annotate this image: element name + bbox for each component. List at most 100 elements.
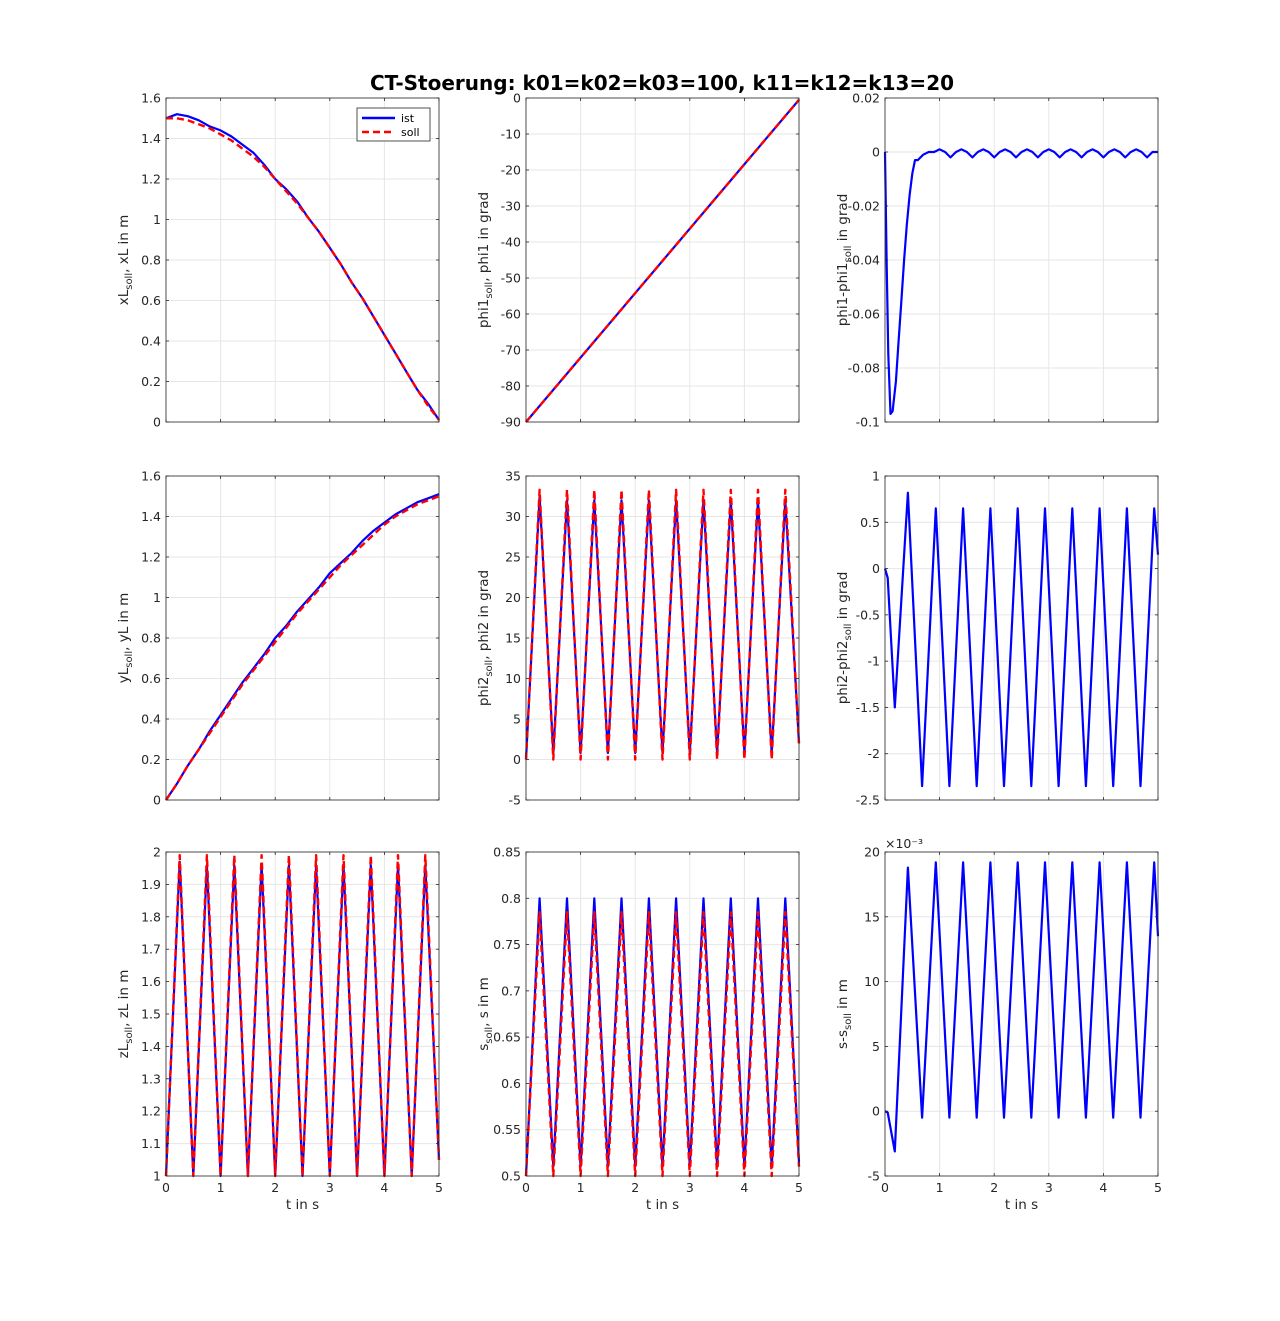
- y-exponent-label: ×10⁻³: [885, 836, 923, 851]
- x-tick-label: 2: [631, 1180, 639, 1195]
- x-tick-label: 4: [1099, 1180, 1107, 1195]
- y-axis-label-rest: , xL in m: [116, 215, 132, 273]
- x-tick-label: 1: [936, 1180, 944, 1195]
- series-line-soll: [525, 99, 800, 423]
- y-axis-label: xLsoll, xL in m: [116, 215, 135, 306]
- y-tick-label: 1.4: [141, 509, 161, 524]
- series-line-soll: [165, 495, 440, 801]
- y-axis-label-main: phi1: [476, 299, 492, 328]
- y-axis-label-main: zL: [116, 1043, 132, 1058]
- y-tick-label: -0.5: [856, 607, 880, 622]
- y-tick-label: 20: [864, 845, 880, 860]
- y-tick-label: 1.4: [141, 1039, 161, 1054]
- y-axis-label-rest: in grad: [835, 572, 851, 624]
- y-tick-label: 0.55: [493, 1122, 521, 1137]
- legend-label-soll: soll: [401, 126, 420, 139]
- y-tick-label: 1: [872, 469, 880, 484]
- y-tick-label: 0.75: [493, 937, 521, 952]
- y-tick-label: 1.7: [141, 942, 161, 957]
- x-tick-label: 5: [1154, 1180, 1162, 1195]
- x-tick-label: 4: [380, 1180, 388, 1195]
- y-axis-label: yLsoll, yL in m: [116, 593, 135, 684]
- plot-area: [885, 852, 1158, 1176]
- y-tick-label: 0.5: [860, 515, 880, 530]
- axes-box: [525, 851, 800, 1177]
- y-tick-label: 10: [864, 974, 880, 989]
- y-tick-label: 1.6: [141, 91, 161, 106]
- y-tick-label: -1.5: [856, 700, 880, 715]
- y-tick-label: 1: [153, 212, 161, 227]
- y-tick-label: -1: [868, 654, 880, 669]
- y-tick-label: 0: [872, 145, 880, 160]
- x-axis-label: t in s: [1005, 1197, 1038, 1213]
- y-axis-label-main: yL: [116, 667, 132, 683]
- y-axis-label-main: phi2-phi2: [835, 640, 851, 704]
- x-axis-label: t in s: [646, 1197, 679, 1213]
- y-axis-label-rest: , phi1 in grad: [476, 192, 492, 282]
- y-axis-label: phi1-phi1soll in grad: [835, 194, 854, 327]
- subplot-6: -2.5 -2 -1.5 -1 -0.5 0 0.5 1 phi2-phi2soll in gr…: [835, 469, 1160, 808]
- subplot-8: 0.5 0.55 0.6 0.65 0.7 0.75 0.8 0.85 0 1 2 3 4 5 ssoll,…: [476, 845, 803, 1214]
- x-axis-label: t in s: [286, 1197, 319, 1213]
- y-tick-label: 2: [153, 845, 161, 860]
- y-tick-label: -2: [868, 746, 880, 761]
- y-axis-label-sub: soll: [124, 651, 135, 668]
- y-tick-label: -5: [509, 793, 521, 808]
- subplot-5: -5 0 5 10 15 20 25 30 35 phi2soll, phi2 in grad: [476, 469, 801, 808]
- series-line-soll: [524, 488, 801, 761]
- y-tick-label: -0.08: [848, 361, 880, 376]
- y-axis-label-main: s-s: [835, 1030, 851, 1049]
- y-axis-label-sub: soll: [124, 1027, 135, 1044]
- y-tick-label: 1.3: [141, 1071, 161, 1086]
- y-axis-label: phi1soll, phi1 in grad: [476, 192, 495, 328]
- y-tick-label: 1: [153, 1169, 161, 1184]
- x-tick-label: 1: [577, 1180, 585, 1195]
- y-axis-label-sub: soll: [124, 273, 135, 290]
- x-tick-label: 0: [162, 1180, 170, 1195]
- series-line-ist: [883, 148, 1158, 415]
- y-axis-label: phi2soll, phi2 in grad: [476, 570, 495, 706]
- subplot-7: 11.11.21.31.41.51.61.71.81.920 1 2 3 4 5zLsol…: [116, 845, 443, 1214]
- x-tick-label: 2: [271, 1180, 279, 1195]
- x-tick-label: 3: [1045, 1180, 1053, 1195]
- x-tick-label: 3: [326, 1180, 334, 1195]
- y-tick-label: 1.2: [141, 1104, 161, 1119]
- y-tick-label: 1.2: [141, 550, 161, 565]
- subplot-4: 0 0.2 0.4 0.6 0.8 1 1.2 1.4 1.6 yLsoll, yL in m: [116, 469, 440, 808]
- plot-area: [885, 476, 1158, 800]
- y-axis-label: zLsoll, zL in m: [116, 970, 135, 1059]
- y-axis-label-rest: in m: [835, 979, 851, 1013]
- y-tick-label: 0: [872, 1104, 880, 1119]
- y-tick-label: -5: [868, 1169, 880, 1184]
- y-tick-label: 10: [505, 671, 521, 686]
- y-tick-label: 0.6: [501, 1076, 521, 1091]
- series-line-ist: [883, 491, 1160, 788]
- series-line-soll: [166, 117, 440, 421]
- y-axis-label-rest: in grad: [835, 194, 851, 246]
- y-axis-label-sub: soll: [484, 1027, 495, 1044]
- y-tick-label: -30: [501, 199, 521, 214]
- y-tick-label: 0: [153, 415, 161, 430]
- y-axis-label: ssoll, s in m: [476, 977, 495, 1051]
- x-tick-label: 2: [990, 1180, 998, 1195]
- y-tick-label: -0.1: [856, 415, 880, 430]
- y-tick-label: 0.2: [141, 752, 161, 767]
- y-tick-label: 0.4: [141, 334, 161, 349]
- y-tick-label: 1.2: [141, 172, 161, 187]
- series-line-ist: [165, 493, 440, 801]
- y-tick-label: 5: [513, 712, 521, 727]
- y-tick-label: 0.8: [141, 631, 161, 646]
- y-tick-label: -50: [501, 271, 521, 286]
- y-tick-label: 30: [505, 509, 521, 524]
- y-tick-label: 0.6: [141, 293, 161, 308]
- y-tick-label: 1.5: [141, 1007, 161, 1022]
- y-tick-label: 1.9: [141, 877, 161, 892]
- y-axis-label: phi2-phi2soll in grad: [835, 572, 854, 705]
- y-tick-label: -0.06: [848, 307, 880, 322]
- x-tick-label: 5: [795, 1180, 803, 1195]
- y-tick-label: 35: [505, 469, 521, 484]
- y-axis-label: s-ssoll in m: [835, 979, 854, 1049]
